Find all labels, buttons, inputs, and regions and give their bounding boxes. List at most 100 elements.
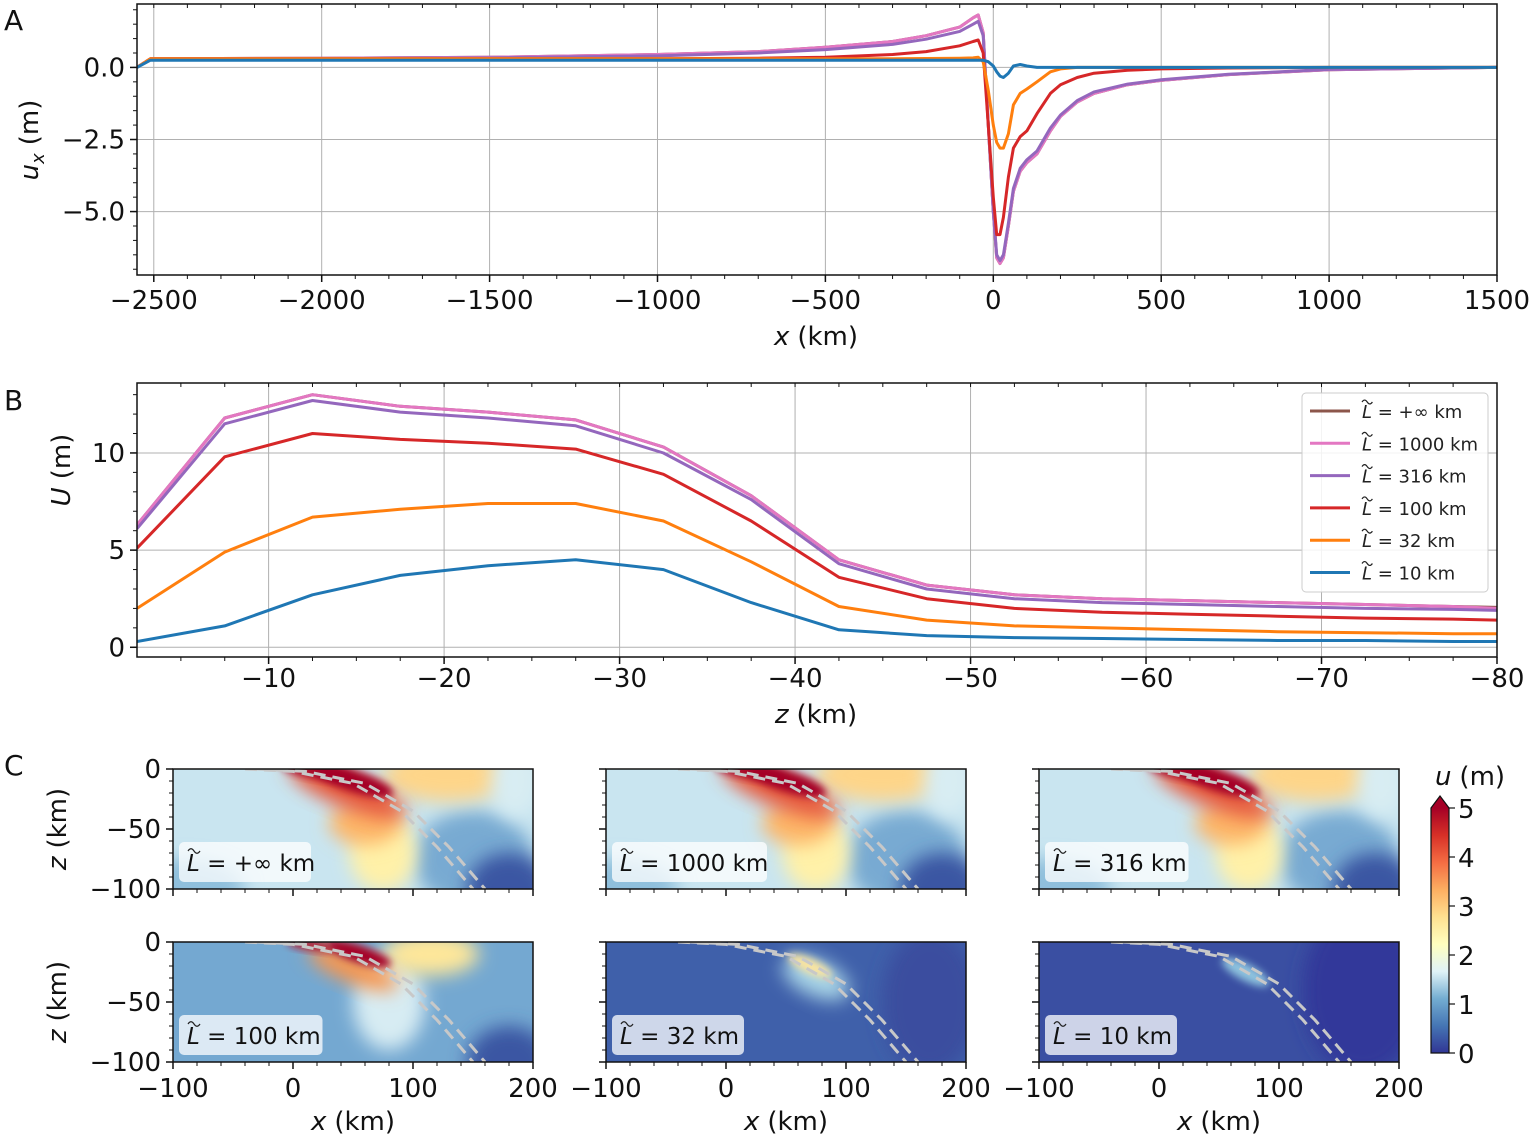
- l-tilde-symbol: L: [1362, 564, 1372, 585]
- legend-item: L = 1000 km: [1310, 431, 1478, 455]
- field-blob: [1333, 853, 1399, 889]
- panel-label-text: L = +∞ km: [187, 851, 315, 877]
- x-tick-label: 500: [1136, 286, 1186, 316]
- l-tilde-symbol: L: [1362, 467, 1372, 488]
- axis-unit: (km): [334, 1107, 395, 1137]
- colorbar-frame: [1430, 795, 1450, 1054]
- x-tick-label: −2000: [278, 286, 366, 316]
- field-blob: [788, 953, 832, 979]
- x-tick-label: 0: [285, 1074, 302, 1104]
- axis-label: ux (m): [15, 100, 49, 181]
- x-tick-label: −500: [790, 286, 861, 316]
- y-tick-label: 10: [92, 439, 125, 469]
- colorbar: 0 1 2 3 4 5: [1430, 795, 1475, 1070]
- x-tick-label: 1500: [1464, 286, 1530, 316]
- colorbar-tick-label: 2: [1458, 942, 1475, 972]
- label-text: = +∞ km: [1372, 402, 1462, 423]
- field-blob: [1303, 942, 1399, 1062]
- plot-area-A: [130, 4, 1498, 282]
- field-blob: [383, 942, 479, 976]
- x-tick-label: −70: [1294, 664, 1349, 694]
- field-blob: [1249, 769, 1381, 802]
- legend-item: L = 32 km: [1310, 528, 1455, 552]
- y-tick-label: −50: [106, 988, 161, 1018]
- legend-label: L = 32 km: [1362, 531, 1455, 552]
- fault-dashed-line: [256, 942, 487, 1062]
- tilde-accent: [1053, 848, 1067, 854]
- l-tilde-symbol: L: [187, 851, 200, 877]
- axis-symbol: u: [1435, 762, 1451, 792]
- tilde-accent: [1361, 431, 1373, 437]
- series-line-1: [137, 393, 1497, 610]
- panel-label: B: [4, 384, 23, 417]
- y-tick-label: 0.0: [84, 53, 125, 83]
- plot-frame: [136, 382, 1498, 658]
- l-tilde-symbol: L: [1362, 402, 1372, 423]
- panel-label-text: L = 316 km: [1053, 851, 1187, 877]
- legend-item: L = 100 km: [1310, 496, 1467, 520]
- colorbar-tick-label: 5: [1458, 795, 1475, 825]
- axis-unit: (m): [47, 434, 77, 480]
- heatmap-panel: L = +∞ km: [166, 768, 534, 896]
- series-line-2: [137, 399, 1497, 612]
- axis-label: U (m): [47, 434, 77, 507]
- axis-unit: (km): [767, 1107, 828, 1137]
- l-tilde-symbol: L: [1053, 1024, 1066, 1050]
- axis-symbol: x: [773, 322, 790, 352]
- tilde-accent: [620, 848, 634, 854]
- l-tilde-symbol: L: [187, 1024, 200, 1050]
- series-line-3: [137, 432, 1497, 622]
- l-tilde-symbol: L: [1362, 499, 1372, 520]
- axis-symbol: x: [1176, 1107, 1193, 1137]
- legend-label: L = 100 km: [1362, 499, 1467, 520]
- y-tick-label: −50: [106, 815, 161, 845]
- label-text: = 1000 km: [633, 851, 768, 877]
- heatmap-panel: L = 32 km: [599, 941, 967, 1069]
- axis-unit: (km): [43, 788, 73, 849]
- axis-unit: (km): [43, 961, 73, 1022]
- tilde-accent: [1361, 560, 1373, 567]
- x-tick-label: −80: [1470, 664, 1525, 694]
- heatmap-panel: L = 316 km: [1032, 768, 1400, 896]
- panel-label-text: L = 10 km: [1053, 1024, 1172, 1050]
- fault-dashed-line: [1122, 769, 1353, 889]
- heatmap-panel: L = 1000 km: [599, 768, 967, 896]
- x-tick-label: −60: [1119, 664, 1174, 694]
- series-group: [137, 13, 1497, 265]
- x-tick-label: −20: [417, 664, 472, 694]
- l-tilde-symbol: L: [620, 1024, 633, 1050]
- field-blob: [816, 769, 948, 802]
- fault-dashed-line: [256, 769, 487, 889]
- tilde-accent: [1361, 528, 1373, 534]
- legend-item: L = 316 km: [1310, 464, 1467, 488]
- l-tilde-symbol: L: [620, 851, 633, 877]
- tilde-accent: [1053, 1021, 1067, 1027]
- label-text: = 316 km: [1066, 851, 1187, 877]
- field-blob: [882, 942, 966, 1062]
- panel-label-box: [179, 1015, 323, 1055]
- x-tick-label: −1000: [614, 286, 702, 316]
- fault-dashed-line: [689, 769, 920, 889]
- series-line-5: [137, 558, 1497, 643]
- y-tick-label: −5.0: [62, 198, 125, 228]
- heatmap-field: [1039, 942, 1399, 1062]
- colorbar-extend-arrow: [1431, 796, 1449, 808]
- l-tilde-symbol: L: [1362, 434, 1372, 455]
- label-text: = +∞ km: [200, 851, 315, 877]
- label-text: = 316 km: [1372, 467, 1467, 488]
- tilde-accent: [187, 848, 201, 854]
- series-group: [137, 393, 1497, 643]
- label-text: = 100 km: [1372, 499, 1467, 520]
- x-tick-label: −100: [570, 1074, 641, 1104]
- axis-label: x (km): [773, 322, 858, 352]
- x-tick-label: −30: [592, 664, 647, 694]
- x-tick-label: 100: [388, 1074, 438, 1104]
- axis-label: z (km): [43, 788, 73, 871]
- x-tick-label: 200: [1374, 1074, 1424, 1104]
- x-tick-label: −40: [768, 664, 823, 694]
- colorbar-tick-label: 3: [1458, 893, 1475, 923]
- field-blob: [924, 769, 966, 817]
- x-tick-label: −2500: [110, 286, 198, 316]
- field-blob: [467, 853, 533, 889]
